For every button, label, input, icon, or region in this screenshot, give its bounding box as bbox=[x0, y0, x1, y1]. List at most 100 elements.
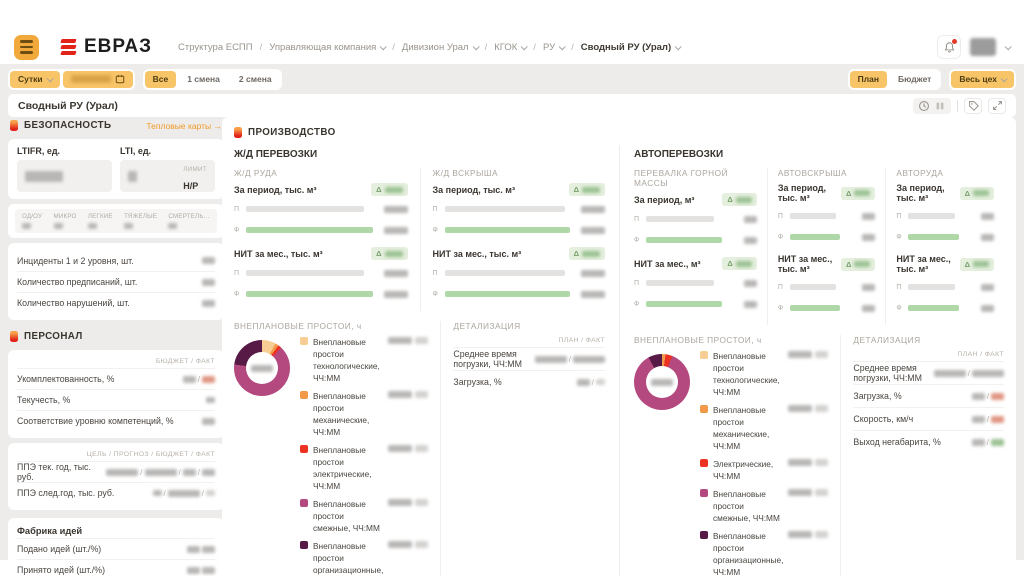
breadcrumb: Структура ЕСПП / Управляющая компания / … bbox=[178, 41, 682, 53]
rail-downtime-block: ВНЕПЛАНОВЫЕ ПРОСТОИ, ч Внеплановые прост… bbox=[234, 321, 440, 576]
filter-bar: Сутки Все 1 смена 2 смена План Бюджет Ве… bbox=[8, 68, 1016, 90]
table-row: ППЭ тек. год, тыс. руб. / / / bbox=[17, 461, 215, 482]
legend-item: Внеплановые простои организационные, ЧЧ:… bbox=[700, 530, 829, 576]
budget-fact-caption: БЮДЖЕТ / ФАКТ bbox=[155, 358, 215, 365]
metric-auto-stripping-period: За период, тыс. м³ Δ П Ф bbox=[778, 183, 876, 246]
table-row: Среднее время погрузки, ЧЧ:ММ / bbox=[453, 347, 605, 370]
notification-dot bbox=[952, 39, 957, 44]
shift-2-button[interactable]: 2 смена bbox=[230, 70, 280, 88]
expand-icon[interactable] bbox=[988, 97, 1006, 114]
legend-item: Внеплановые простои технологические, ЧЧ:… bbox=[300, 336, 429, 384]
evraz-logo-icon bbox=[60, 39, 77, 55]
plan-budget-group: План Бюджет bbox=[847, 68, 942, 90]
period-select[interactable]: Сутки bbox=[10, 70, 60, 88]
metric-auto-ore-period: За период, тыс. м³ Δ П Ф bbox=[896, 183, 994, 246]
delta-badge: Δ bbox=[371, 183, 408, 196]
table-row: Скорость, км/ч / bbox=[853, 407, 1004, 430]
delta-badge: Δ bbox=[722, 193, 757, 206]
rail-stripping-group: Ж/Д ВСКРЫША За период, тыс. м³ Δ П Ф НИТ … bbox=[419, 168, 605, 311]
user-avatar[interactable] bbox=[970, 38, 996, 56]
breadcrumb-item-current[interactable]: Сводный РУ (Урал) bbox=[581, 42, 682, 53]
plan-button[interactable]: План bbox=[849, 70, 887, 88]
legend-item: Внеплановые простои смежные, ЧЧ:ММ bbox=[700, 488, 829, 524]
view-toggle-group bbox=[913, 97, 951, 114]
columns-icon[interactable] bbox=[934, 100, 946, 112]
date-picker[interactable] bbox=[62, 70, 133, 88]
metric-auto-ore-nit: НИТ за мес., тыс. м³ Δ П Ф bbox=[896, 254, 994, 317]
chevron-down-icon bbox=[520, 42, 529, 50]
table-row: Среднее время погрузки, ЧЧ:ММ / bbox=[853, 361, 1004, 384]
auto-ore-group: АВТОРУДА За период, тыс. м³ Δ П Ф НИТ за … bbox=[885, 168, 1004, 325]
notifications-bell-icon[interactable] bbox=[937, 35, 961, 59]
delta-badge: Δ bbox=[841, 257, 876, 271]
legend-swatch-cream bbox=[300, 337, 308, 345]
shift-1-button[interactable]: 1 смена bbox=[179, 70, 228, 88]
severity-item: ТЯЖЕЛЫЕ bbox=[124, 213, 157, 229]
rail-ore-group: Ж/Д РУДА За период, тыс. м³ Δ П Ф НИТ за … bbox=[234, 168, 420, 311]
dashboard-canvas: Сутки Все 1 смена 2 смена План Бюджет Ве… bbox=[0, 64, 1024, 576]
lti-kpi: LTI, ед. ЛИМИТ Н/Р bbox=[120, 146, 215, 192]
auto-section: АВТОПЕРЕВОЗКИ ПЕРЕВАЛКА ГОРНОЙ МАССЫ За … bbox=[619, 145, 1004, 576]
personnel-card: БЮДЖЕТ / ФАКТ Укомплектованность, % / Тек… bbox=[8, 350, 224, 438]
page-title-bar: Сводный РУ (Урал) bbox=[8, 94, 1016, 117]
heatmaps-link[interactable]: Тепловые карты → bbox=[146, 120, 222, 131]
auto-downtime-legend: Внеплановые простои технологические, ЧЧ:… bbox=[700, 350, 829, 576]
sidebar: БЕЗОПАСНОСТЬ Тепловые карты → LTIFR, ед.… bbox=[8, 117, 224, 576]
delta-badge: Δ bbox=[722, 257, 757, 270]
table-row: Загрузка, % / bbox=[453, 370, 605, 393]
metric-rail-ore-nit: НИТ за мес., тыс. м³ Δ П Ф bbox=[234, 247, 408, 303]
breadcrumb-item-ru[interactable]: РУ bbox=[543, 42, 566, 53]
tag-icon[interactable] bbox=[964, 97, 982, 114]
metric-rail-stripping-nit: НИТ за мес., тыс. м³ Δ П Ф bbox=[433, 247, 605, 303]
production-section-header: ПРОИЗВОДСТВО bbox=[234, 124, 1004, 141]
table-row: Количество нарушений, шт. bbox=[17, 292, 215, 313]
table-row: Подано идей (шт./%) bbox=[17, 538, 215, 559]
safety-kpi-card: LTIFR, ед. LTI, ед. ЛИМИТ Н/Р bbox=[8, 139, 224, 199]
legend-swatch-orange bbox=[300, 391, 308, 400]
legend-item: Внеплановые простои технологические, ЧЧ:… bbox=[700, 350, 829, 398]
chevron-down-icon bbox=[46, 74, 54, 82]
legend-swatch-purple bbox=[700, 531, 708, 540]
delta-badge: Δ bbox=[568, 183, 605, 196]
breadcrumb-item-company[interactable]: Управляющая компания bbox=[269, 42, 388, 53]
table-row: Выход негабарита, % / bbox=[853, 430, 1004, 453]
shift-all-button[interactable]: Все bbox=[144, 70, 177, 88]
calendar-icon bbox=[115, 75, 124, 84]
legend-item: Электрические, ЧЧ:ММ bbox=[700, 458, 829, 482]
legend-swatch-magenta bbox=[700, 489, 708, 498]
legend-item: Внеплановые простои электрические, ЧЧ:ММ bbox=[300, 444, 429, 492]
shift-filter-group: Все 1 смена 2 смена bbox=[142, 68, 282, 90]
rail-section: Ж/Д ПЕРЕВОЗКИ Ж/Д РУДА За период, тыс. м… bbox=[234, 145, 619, 576]
metric-auto-transshipment-period: За период, м³ Δ П Ф bbox=[634, 193, 757, 249]
hamburger-menu-icon[interactable] bbox=[14, 34, 39, 60]
ideas-heading: Фабрика идей bbox=[17, 526, 83, 536]
breadcrumb-item-division[interactable]: Дивизион Урал bbox=[402, 42, 480, 53]
production-panel: ПРОИЗВОДСТВО Ж/Д ПЕРЕВОЗКИ Ж/Д РУДА За п… bbox=[222, 117, 1016, 576]
delta-badge: Δ bbox=[959, 186, 994, 200]
breadcrumb-item-structure[interactable]: Структура ЕСПП bbox=[178, 41, 253, 53]
breadcrumb-item-kgok[interactable]: КГОК bbox=[494, 42, 529, 53]
ltifr-kpi: LTIFR, ед. bbox=[17, 146, 112, 192]
budget-button[interactable]: Бюджет bbox=[890, 70, 940, 88]
metric-rail-stripping-period: За период, тыс. м³ Δ П Ф bbox=[433, 183, 605, 239]
table-row: Загрузка, % / bbox=[853, 384, 1004, 407]
safety-icon bbox=[10, 120, 18, 131]
table-row: Количество предписаний, шт. bbox=[17, 271, 215, 292]
delta-badge: Δ bbox=[841, 186, 876, 200]
chevron-down-icon bbox=[1000, 74, 1008, 82]
scope-select[interactable]: Весь цех bbox=[951, 70, 1014, 88]
legend-swatch-orange bbox=[700, 405, 708, 414]
chevron-down-icon bbox=[472, 42, 480, 50]
chevron-down-icon[interactable] bbox=[1004, 42, 1012, 50]
scope-group: Весь цех bbox=[949, 68, 1016, 90]
top-header: ЕВРАЗ Структура ЕСПП / Управляющая компа… bbox=[0, 30, 1024, 64]
table-row: Текучесть, % bbox=[17, 389, 215, 410]
delta-badge: Δ bbox=[371, 247, 408, 260]
clock-icon[interactable] bbox=[918, 100, 930, 112]
table-row: Соответствие уровню компетенций, % bbox=[17, 410, 215, 431]
personnel-icon bbox=[10, 331, 18, 342]
injury-severity-card: ОД/ОУ МИКРО ЛЕГКИЕ ТЯЖЕЛЫЕ СМЕРТЕЛЬ… bbox=[8, 204, 224, 238]
delta-badge: Δ bbox=[959, 257, 994, 271]
header-actions bbox=[937, 35, 1012, 59]
safety-section-header: БЕЗОПАСНОСТЬ Тепловые карты → bbox=[8, 117, 224, 134]
